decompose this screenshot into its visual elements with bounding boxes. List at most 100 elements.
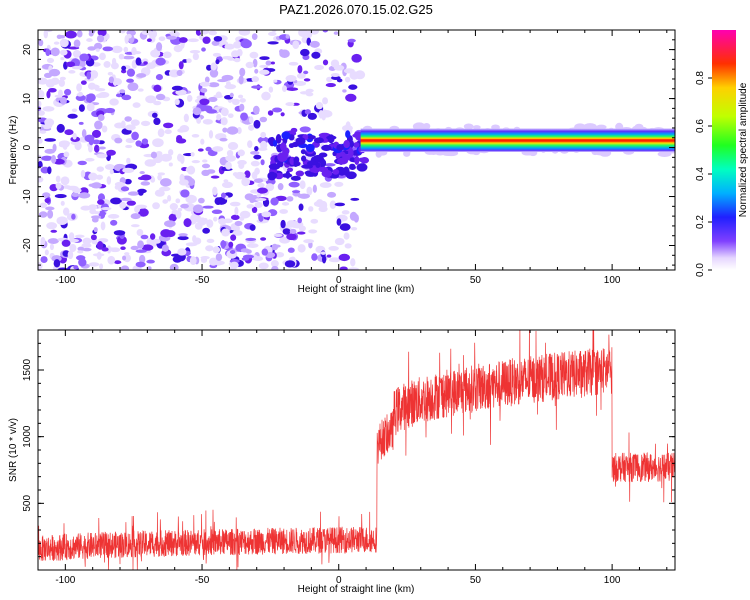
spectrogram-cell: [82, 247, 92, 252]
spectrogram-cell: [95, 174, 104, 180]
spectrogram-cell: [192, 204, 204, 214]
spectrogram-cell: [139, 254, 146, 264]
colorbar-tick-label: 0.0: [695, 263, 706, 277]
spectrogram-cell: [174, 98, 180, 106]
spectrogram-cell: [256, 193, 262, 198]
spectrogram-cell: [224, 83, 237, 90]
spectrogram-cell: [182, 59, 188, 63]
spectrogram-cell: [135, 140, 142, 147]
spectrogram-cell: [257, 182, 265, 188]
spectrogram-cell: [251, 85, 263, 89]
x-tick-label: 0: [336, 575, 342, 586]
spectrogram-cell: [221, 228, 230, 237]
spectrogram-cell: [205, 245, 214, 252]
spectrogram-cell: [253, 178, 264, 183]
spectrogram-cell: [43, 30, 49, 39]
spectrogram-cell: [344, 243, 352, 249]
spectrogram-cell: [63, 151, 70, 158]
spectrogram-cell: [301, 155, 307, 162]
spectrogram-cell: [42, 192, 51, 198]
spectrogram-cell: [94, 120, 103, 130]
spectrogram-cell: [135, 57, 142, 66]
spectrogram-cell: [238, 94, 244, 99]
spectrogram-cell: [281, 85, 287, 93]
spectrogram-cell: [206, 169, 216, 174]
spectrogram-cell: [104, 107, 116, 114]
spectrogram-cell: [348, 84, 358, 90]
spectrogram-cell: [110, 197, 122, 205]
spectrogram-cell: [180, 203, 189, 209]
spectrogram-cell: [96, 251, 102, 260]
spectrogram-cell: [151, 112, 158, 118]
spectrogram-cell: [318, 206, 328, 213]
spectrogram-cell: [137, 240, 144, 249]
spectrogram-cell: [121, 65, 127, 71]
spectrogram-cell: [306, 160, 318, 166]
spectrogram-cell: [150, 151, 158, 159]
spectrogram-cell: [77, 250, 84, 254]
spectrogram-cell: [634, 123, 644, 130]
spectrogram-y-axis-title: Frequency (Hz): [8, 116, 19, 185]
spectrogram-cell: [51, 255, 62, 262]
y-tick-label: -10: [22, 189, 33, 204]
spectrogram-cell: [328, 246, 339, 251]
spectrogram-cell: [92, 139, 101, 145]
spectrogram-cell: [297, 65, 303, 74]
spectrogram-cell: [292, 190, 301, 194]
spectrogram-cell: [307, 135, 316, 140]
colorbar-title: Normalized spectral amplitude: [738, 82, 749, 217]
spectrogram-cell: [250, 150, 260, 155]
spectrogram-cell: [219, 137, 228, 142]
spectrogram-cell: [259, 116, 268, 123]
snr-x-axis-title: Height of straight line (km): [298, 584, 415, 595]
spectrogram-cell: [212, 246, 221, 254]
spectrogram-cell: [176, 69, 183, 77]
spectrogram-cell: [168, 162, 173, 167]
spectrogram-cell: [120, 30, 126, 34]
spectrogram-cell: [192, 52, 199, 61]
signal-band-rect: [360, 128, 675, 152]
spectrogram-cell: [345, 130, 351, 139]
spectrogram-cell: [223, 218, 233, 224]
spectrogram-cell: [176, 153, 183, 162]
spectrogram-cell: [206, 238, 215, 243]
spectrogram-cell: [77, 246, 85, 251]
spectrogram-cell: [64, 129, 74, 136]
spectrogram-cell: [225, 154, 237, 162]
spectrogram-cell: [254, 146, 259, 152]
spectrogram-cell: [281, 173, 293, 178]
spectrogram-cell: [125, 138, 136, 144]
spectrogram-cell: [160, 229, 172, 238]
spectrogram-cell: [303, 70, 309, 75]
spectrogram-cell: [260, 159, 265, 166]
spectrogram-cell: [97, 114, 105, 121]
spectrogram-cell: [141, 138, 149, 145]
spectrogram-cell: [199, 34, 204, 41]
spectrogram-cell: [94, 88, 106, 92]
spectrogram-cell: [191, 160, 200, 164]
spectrogram-cell: [305, 172, 316, 177]
spectrogram-cell: [208, 30, 217, 36]
spectrogram-cell: [248, 124, 255, 131]
spectrogram-cell: [297, 244, 306, 253]
spectrogram-cell: [113, 230, 126, 236]
spectrogram-cell: [187, 178, 196, 186]
spectrogram-cell: [412, 122, 426, 131]
spectrogram-cell: [90, 234, 97, 241]
spectrogram-cell: [237, 149, 245, 157]
spectrogram-cell: [69, 243, 77, 253]
spectrogram-cell: [98, 146, 106, 150]
spectrogram-cell: [71, 108, 78, 113]
spectrogram-cell: [80, 170, 86, 178]
spectrogram-cell: [329, 200, 337, 209]
spectrogram-cell: [234, 220, 243, 226]
y-tick-label: 1000: [22, 425, 33, 448]
spectrogram-cell: [334, 202, 346, 207]
spectrogram-cell: [225, 161, 232, 170]
spectrogram-cell: [175, 210, 182, 219]
spectrogram-cell: [146, 38, 152, 43]
spectrogram-cell: [150, 233, 156, 240]
spectrogram-cell: [233, 57, 241, 63]
spectrogram-cell: [221, 181, 234, 188]
